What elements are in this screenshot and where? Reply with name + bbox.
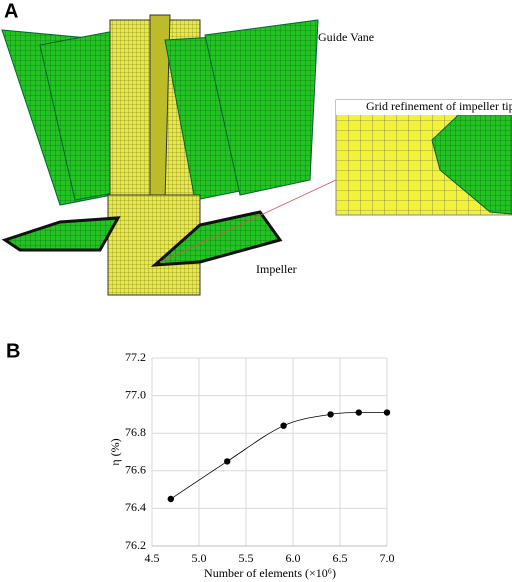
data-point: [383, 409, 391, 416]
annotation: Impeller: [256, 262, 297, 276]
series-line: [170, 411, 388, 500]
panel-label: B: [6, 340, 20, 362]
y-axis-label: η (%): [108, 438, 122, 465]
y-tick-label: 76.2: [125, 538, 146, 552]
x-axis-label: Number of elements (×10⁶): [204, 566, 336, 580]
data-point: [327, 411, 334, 418]
y-tick-label: 76.4: [125, 500, 146, 514]
x-tick-label: 5.5: [239, 551, 254, 565]
data-point: [280, 422, 287, 429]
y-tick-label: 77.0: [125, 387, 146, 401]
data-point: [355, 409, 362, 416]
x-tick-label: 7.0: [380, 551, 395, 565]
panel-label: A: [4, 0, 18, 22]
x-tick-label: 6.0: [286, 551, 301, 565]
data-point: [224, 458, 231, 465]
mesh-illustration: [1, 14, 512, 296]
x-tick-label: 6.5: [333, 551, 348, 565]
annotation: Guide Vane: [318, 30, 374, 44]
y-tick-label: 76.6: [125, 463, 146, 477]
y-tick-label: 77.2: [125, 350, 146, 364]
x-tick-label: 5.0: [192, 551, 207, 565]
y-tick-label: 76.8: [125, 425, 146, 439]
annotation: Grid refinement of impeller tip: [366, 99, 512, 113]
x-tick-label: 4.5: [145, 551, 160, 565]
data-point: [167, 495, 174, 503]
